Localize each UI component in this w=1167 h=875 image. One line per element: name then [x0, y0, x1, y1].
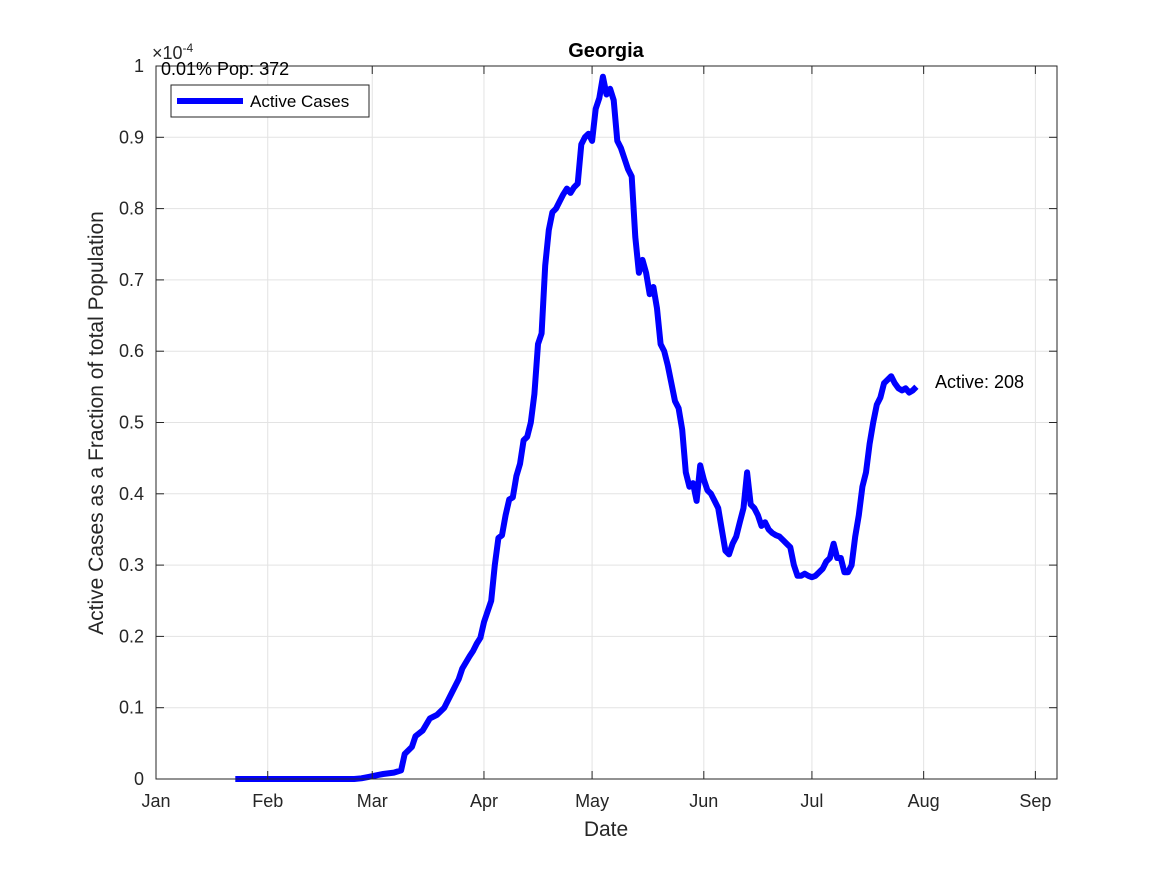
x-tick-label: Jun	[689, 791, 718, 811]
x-tick-label: Mar	[357, 791, 388, 811]
x-axis-label: Date	[584, 818, 628, 841]
y-tick-label: 0.7	[119, 270, 144, 290]
x-tick-label: Feb	[252, 791, 283, 811]
x-tick-label: Aug	[908, 791, 940, 811]
x-tick-label: May	[575, 791, 609, 811]
y-tick-label: 0.4	[119, 484, 144, 504]
chart-title: Georgia	[568, 40, 644, 62]
x-tick-label: Apr	[470, 791, 498, 811]
labels: Georgia Date Active Cases as a Fraction …	[85, 40, 1024, 841]
y-tick-label: 1	[134, 56, 144, 76]
y-exponent-label: ×10-4	[152, 41, 194, 63]
y-tick-label: 0.1	[119, 698, 144, 718]
y-tick-label: 0	[134, 769, 144, 789]
ticks: Jan Feb Mar Apr May Jun Jul Aug Sep 0 0.1 0.2 0.3 0.4…	[119, 56, 1057, 811]
active-annotation: Active: 208	[935, 372, 1024, 392]
y-tick-label: 0.5	[119, 413, 144, 433]
x-tick-label: Jan	[141, 791, 170, 811]
x-tick-label: Sep	[1019, 791, 1051, 811]
legend: Active Cases	[170, 84, 370, 118]
y-tick-label: 0.3	[119, 555, 144, 575]
y-tick-label: 0.8	[119, 199, 144, 219]
series-layer	[235, 73, 919, 782]
legend-label-active-cases: Active Cases	[250, 92, 349, 111]
y-axis-label: Active Cases as a Fraction of total Popu…	[85, 211, 108, 635]
series-line-active-cases	[235, 73, 919, 782]
y-tick-label: 0.6	[119, 341, 144, 361]
x-tick-label: Jul	[800, 791, 823, 811]
y-tick-label: 0.2	[119, 626, 144, 646]
y-tick-label: 0.9	[119, 127, 144, 147]
population-annotation: 0.01% Pop: 372	[161, 59, 289, 79]
